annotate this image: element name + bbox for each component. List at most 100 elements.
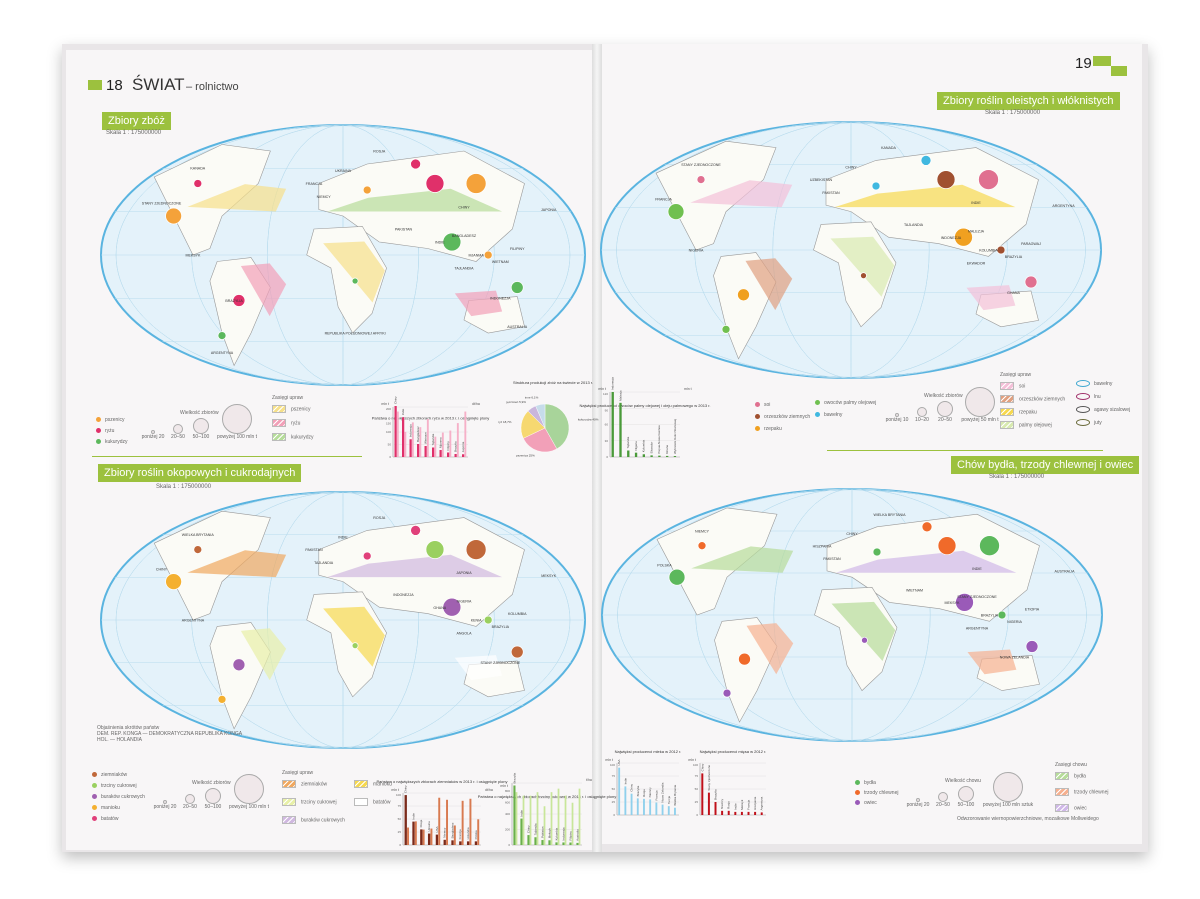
category-label: Kolumbia (642, 439, 646, 452)
category-label: Rosja (642, 789, 646, 797)
country-label: INDIE (972, 567, 982, 571)
range-swatch-icon (1000, 382, 1014, 390)
country-label: WIELKA BRYTANIA (182, 533, 215, 537)
yield-bar (550, 792, 553, 845)
category-label: Malezja (618, 390, 622, 401)
country-label: NIGERIA (689, 249, 704, 253)
milk-bar-chart: Najwięksi producenci mleka w 2012 r.mln … (605, 749, 681, 817)
bar (439, 450, 442, 457)
bar (734, 811, 737, 815)
legend-label: pszenicy (291, 406, 311, 413)
country-label: KOLUMBIA (508, 612, 527, 616)
legend-label: soi (764, 402, 771, 408)
bar (674, 807, 676, 815)
crop-range-area (323, 606, 385, 667)
crop-range-area (966, 285, 1016, 311)
legend-label: poniżej 10 (885, 417, 909, 423)
bar (655, 802, 658, 815)
legend-item: trzciny cukrowej (92, 783, 137, 789)
size-circle-icon (938, 792, 948, 802)
page-title: ŚWIAT (132, 75, 185, 94)
legend-title: Wielkość chowu (945, 778, 981, 784)
bar (658, 455, 661, 457)
range-swatch-icon (282, 798, 296, 806)
country-label: ARGENTYNA (966, 626, 989, 630)
y-tick-label: 50 (398, 817, 402, 821)
production-bubble (696, 175, 706, 184)
yield-bar (396, 411, 399, 457)
legend-item: ryżu (272, 419, 300, 427)
size-circle-icon (185, 794, 195, 804)
size-circle-icon (958, 786, 974, 802)
production-bubble (465, 539, 487, 560)
y-tick-label: 100 (386, 430, 391, 434)
country-label: INDIE (338, 535, 348, 539)
production-bubble (510, 645, 524, 659)
country-label: MEKSYK (945, 601, 961, 605)
crop-range-area (327, 188, 503, 212)
category-label: Francja (654, 790, 658, 800)
legend-item: bydła (855, 780, 876, 786)
y-tick-label: 50 (695, 787, 699, 791)
range-swatch-icon (272, 405, 286, 413)
legend-item: lnu (1076, 393, 1101, 400)
chart-title: Najwięksi producenci mięsa w 2012 r. (700, 749, 767, 754)
legend-label: owiec (864, 800, 877, 806)
country-label: STANY ZJEDNOCZONE (142, 202, 182, 206)
legend-label: 20–50 (183, 804, 197, 810)
y-axis-label: mln t (598, 387, 606, 391)
size-circle-icon (993, 772, 1023, 802)
legend-dot-icon (855, 790, 860, 796)
yield-bar (453, 825, 456, 845)
legend-item: manioku (92, 805, 120, 811)
production-bubble (165, 207, 182, 225)
crop-range-area (187, 184, 287, 212)
legend-label: 20–50 (938, 417, 952, 423)
category-label: Nowa Zelandia (661, 782, 665, 802)
size-circle-icon (234, 774, 264, 804)
legend-label: batatów (373, 799, 391, 806)
country-label: REPUBLIKA POŁUDNIOWEJ AFRYKI (325, 332, 386, 336)
category-label: USA (435, 826, 439, 832)
y-tick-label: 0 (389, 455, 391, 459)
divider (92, 456, 362, 457)
category-label: Filipiny (446, 441, 450, 451)
crop-range-area (323, 241, 385, 303)
bar (661, 804, 664, 815)
size-legend-item: 20–50 (168, 424, 188, 440)
bar (541, 840, 544, 845)
legend-label: ryżu (291, 420, 301, 427)
size-legend-item: powyżej 100 mln t (226, 774, 272, 810)
y-axis-label: mln t (688, 758, 696, 762)
yield-bar (404, 431, 407, 457)
country-label: WIETNAM (906, 589, 923, 593)
legend-item: trzody chlewnej (1055, 788, 1108, 796)
legend-dot-icon (92, 783, 97, 789)
category-label: Stany Zjednoczone (707, 765, 711, 791)
category-label: Indie (733, 803, 737, 810)
category-label: Wielka Brytania (673, 785, 677, 806)
page-subtitle: – rolnictwo (186, 81, 239, 93)
legend-item: orzeszków ziemnych (755, 414, 810, 420)
country-label: NIEMCY (695, 529, 710, 533)
bar (707, 792, 710, 815)
production-bubble (193, 179, 203, 188)
category-label: Indie (519, 810, 523, 817)
y-tick-label: 60 (605, 423, 609, 427)
category-label: Rosja (419, 819, 423, 827)
production-bubble (442, 232, 462, 252)
legend-label: owiec (1074, 805, 1087, 812)
legend-label: 20–50 (171, 434, 185, 440)
legend-dot-icon (755, 414, 760, 420)
bar (673, 456, 677, 457)
bar (666, 455, 669, 457)
yield-bar (426, 419, 429, 457)
category-label: Chiny (700, 763, 704, 771)
legend-label: juty (1094, 419, 1102, 426)
legend-label: powyżej 100 mln t (216, 434, 258, 440)
legend-title: Zasięgi upraw (282, 770, 313, 776)
bar (394, 406, 397, 457)
legend-title: Wielkość zbiorów (180, 410, 219, 416)
country-label: MEKSYK (541, 574, 557, 578)
size-legend-item: 50–100 (190, 418, 212, 440)
